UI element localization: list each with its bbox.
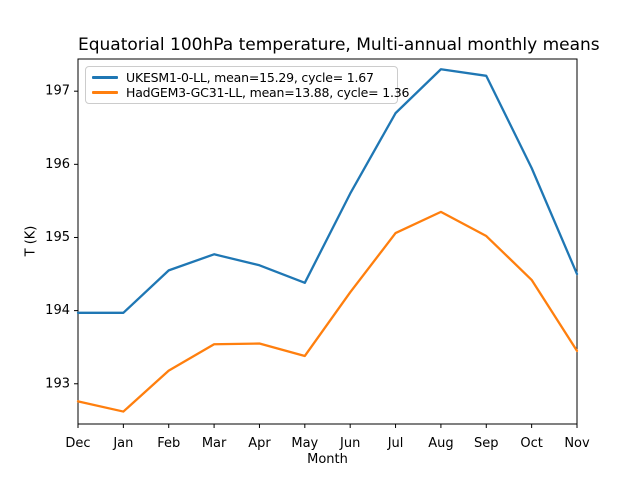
x-tick-label: Jun <box>339 436 360 451</box>
legend-item: UKESM1-0-LL, mean=15.29, cycle= 1.67 <box>92 70 391 85</box>
y-tick-label: 196 <box>45 157 70 172</box>
series-line-1 <box>76 210 579 413</box>
x-tick-label: Aug <box>428 436 453 451</box>
chart-title: Equatorial 100hPa temperature, Multi-ann… <box>78 35 600 55</box>
plot-border <box>77 58 578 425</box>
x-tick-label: Mar <box>202 436 227 451</box>
y-tick-label: 195 <box>45 230 70 245</box>
x-tick-label: Jan <box>112 436 133 451</box>
x-tick-label: Apr <box>248 436 271 451</box>
legend-item: HadGEM3-GC31-LL, mean=13.88, cycle= 1.36 <box>92 85 409 100</box>
legend-line-sample-icon <box>92 91 118 94</box>
y-axis-label: T (K) <box>23 225 39 257</box>
x-tick-label: Jul <box>387 436 404 451</box>
y-tick-label: 197 <box>45 84 70 99</box>
legend-label: UKESM1-0-LL, mean=15.29, cycle= 1.67 <box>126 70 374 85</box>
x-tick-label: Nov <box>564 436 590 451</box>
y-tick-label: 193 <box>45 376 70 391</box>
x-tick-label: Feb <box>157 436 180 451</box>
legend-line-sample-icon <box>92 76 118 79</box>
legend: UKESM1-0-LL, mean=15.29, cycle= 1.67 Had… <box>85 66 409 104</box>
y-tick-label: 194 <box>45 303 70 318</box>
x-tick-label: Dec <box>65 436 90 451</box>
x-tick-label: May <box>291 436 318 451</box>
x-tick-label: Sep <box>474 436 499 451</box>
series-line-0 <box>76 68 579 314</box>
legend-label: HadGEM3-GC31-LL, mean=13.88, cycle= 1.36 <box>126 85 410 100</box>
x-axis-label: Month <box>307 452 348 467</box>
x-tick-label: Oct <box>520 436 542 451</box>
